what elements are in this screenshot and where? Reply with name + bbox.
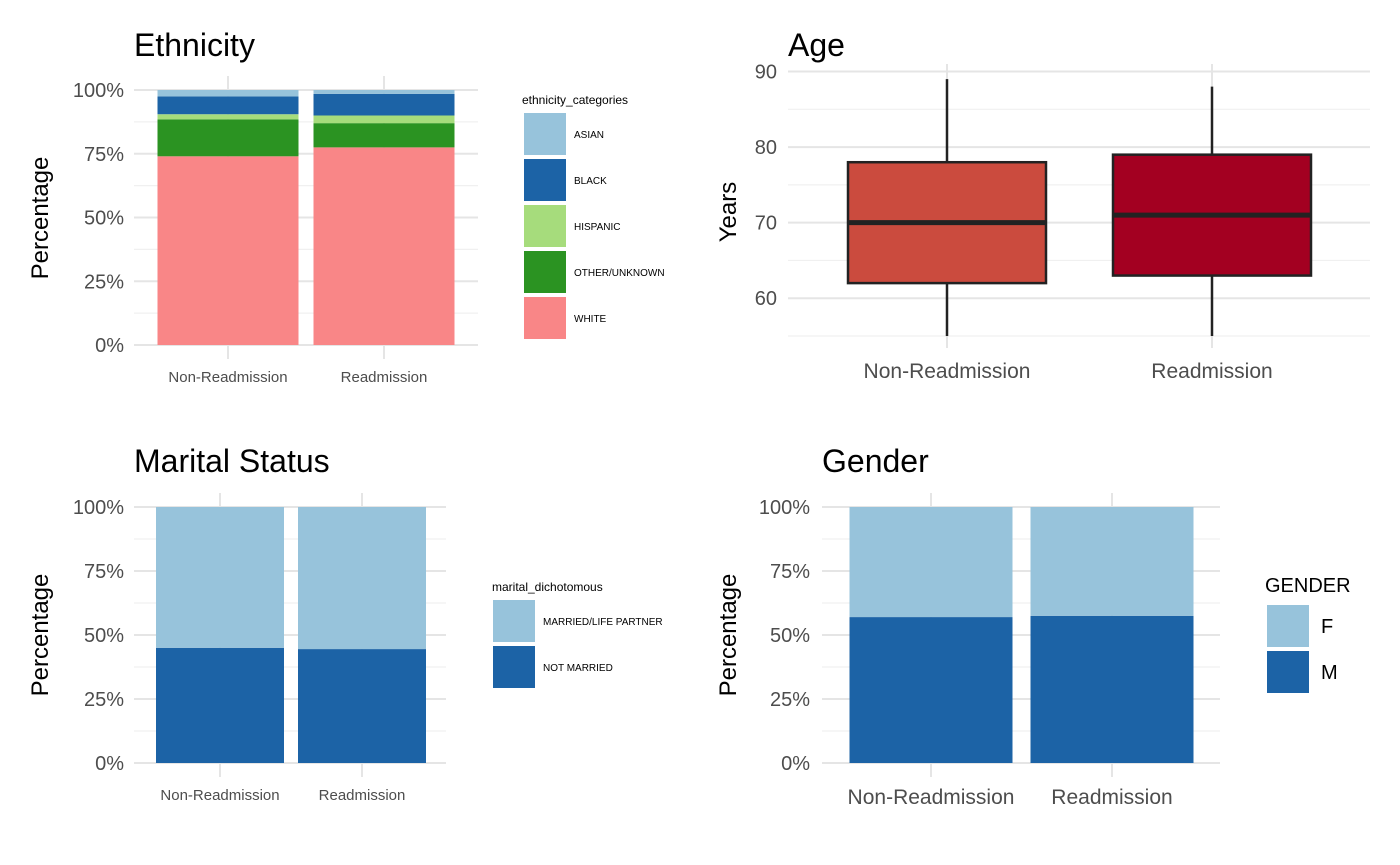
bar-segment-hispanic — [157, 114, 299, 120]
marital-y-axis-label: Percentage — [27, 574, 54, 697]
y-tick-label: 25% — [84, 689, 124, 711]
gender-y-ticks: 0% 25% 50% 75% 100% — [759, 497, 810, 775]
y-tick-label: 25% — [84, 271, 124, 293]
legend-label: WHITE — [574, 314, 607, 325]
x-tick-label: Non-Readmission — [848, 786, 1015, 809]
legend-label: F — [1321, 616, 1333, 638]
bar-segment-m — [849, 617, 1013, 763]
marital-y-ticks: 0% 25% 50% 75% 100% — [73, 497, 124, 775]
ethnicity-title: Ethnicity — [134, 27, 255, 63]
legend-label: ASIAN — [574, 130, 604, 141]
age-y-ticks: 60 70 80 90 — [755, 62, 777, 311]
marital-legend-items: MARRIED/LIFE PARTNER NOT MARRIED — [493, 600, 663, 688]
bar-segment-m — [1030, 615, 1194, 763]
legend-label: NOT MARRIED — [543, 663, 613, 674]
ethnicity-panel: Ethnicity Percentage 0% 25% 50% 75% 100% Non… — [27, 27, 665, 386]
y-tick-label: 75% — [770, 561, 810, 583]
gender-bars — [849, 507, 1194, 763]
marital-title: Marital Status — [134, 443, 330, 479]
bar-segment-f — [849, 507, 1013, 618]
bar-segment-black — [157, 96, 299, 115]
y-tick-label: 90 — [755, 62, 777, 84]
marital-panel: Marital Status Percentage 0% 25% 50% 75% 100… — [27, 443, 663, 804]
ethnicity-x-ticks: Non-Readmission Readmission — [168, 369, 427, 386]
y-tick-label: 75% — [84, 144, 124, 166]
bar-segment-other-unknown — [313, 123, 455, 148]
y-tick-label: 0% — [781, 753, 810, 775]
y-tick-label: 0% — [95, 335, 124, 357]
legend-swatch — [524, 297, 566, 339]
legend-swatch — [524, 159, 566, 201]
gender-legend-title: GENDER — [1265, 575, 1351, 597]
marital-legend-title: marital_dichotomous — [492, 580, 603, 594]
x-tick-label: Readmission — [1151, 360, 1272, 383]
age-boxplots — [846, 79, 1313, 336]
y-tick-label: 100% — [73, 80, 124, 102]
y-tick-label: 100% — [759, 497, 810, 519]
x-tick-label: Non-Readmission — [160, 787, 279, 804]
x-tick-label: Readmission — [319, 787, 406, 804]
bar-segment-married-life-partner — [298, 507, 426, 650]
bar-segment-black — [313, 93, 455, 116]
y-tick-label: 0% — [95, 753, 124, 775]
age-y-axis-label: Years — [715, 182, 742, 243]
legend-label: OTHER/UNKNOWN — [574, 268, 665, 279]
legend-swatch — [493, 646, 535, 688]
legend-swatch — [1267, 651, 1309, 693]
age-panel: Age Years 60 70 80 90 Non-Readmission Readmi… — [715, 27, 1370, 383]
ethnicity-bars — [157, 90, 455, 345]
gender-title: Gender — [822, 443, 929, 479]
bar-segment-not-married — [156, 647, 284, 763]
gender-y-axis-label: Percentage — [715, 574, 742, 697]
y-tick-label: 50% — [770, 625, 810, 647]
y-tick-label: 75% — [84, 561, 124, 583]
legend-label: MARRIED/LIFE PARTNER — [543, 617, 663, 628]
x-tick-label: Non-Readmission — [168, 369, 287, 386]
x-tick-label: Readmission — [341, 369, 428, 386]
legend-label: BLACK — [574, 176, 607, 187]
legend-swatch — [1267, 605, 1309, 647]
legend-swatch — [493, 600, 535, 642]
gender-panel: Gender Percentage 0% 25% 50% 75% 100% Non-Re… — [715, 443, 1351, 809]
ethnicity-y-axis-label: Percentage — [27, 157, 54, 280]
y-tick-label: 25% — [770, 689, 810, 711]
gender-legend-items: FM — [1267, 605, 1338, 693]
bar-segment-not-married — [298, 649, 426, 763]
marital-x-ticks: Non-Readmission Readmission — [160, 787, 405, 804]
legend-swatch — [524, 205, 566, 247]
y-tick-label: 100% — [73, 497, 124, 519]
y-tick-label: 50% — [84, 208, 124, 230]
y-tick-label: 70 — [755, 213, 777, 235]
marital-bars — [156, 507, 426, 763]
bar-segment-white — [157, 156, 299, 345]
x-tick-label: Readmission — [1051, 786, 1172, 809]
bar-segment-hispanic — [313, 115, 455, 124]
ethnicity-y-ticks: 0% 25% 50% 75% 100% — [73, 80, 124, 357]
y-tick-label: 60 — [755, 288, 777, 310]
age-x-ticks: Non-Readmission Readmission — [864, 360, 1273, 383]
age-title: Age — [788, 27, 845, 63]
gender-x-ticks: Non-Readmission Readmission — [848, 786, 1173, 809]
legend-label: HISPANIC — [574, 222, 621, 233]
marital-legend: marital_dichotomous MARRIED/LIFE PARTNER… — [492, 580, 663, 688]
legend-swatch — [524, 251, 566, 293]
ethnicity-legend: ethnicity_categories ASIAN BLACK HISPANIC O… — [522, 93, 665, 339]
legend-label: M — [1321, 662, 1338, 684]
legend-swatch — [524, 113, 566, 155]
bar-segment-married-life-partner — [156, 507, 284, 648]
bar-segment-asian — [157, 90, 299, 97]
x-tick-label: Non-Readmission — [864, 360, 1031, 383]
ethnicity-legend-items: ASIAN BLACK HISPANIC OTHER/UNKNOWN WHITE — [524, 113, 665, 339]
bar-segment-asian — [313, 90, 455, 94]
bar-segment-f — [1030, 507, 1194, 616]
bar-segment-white — [313, 147, 455, 345]
gender-legend: GENDER FM — [1265, 575, 1351, 693]
y-tick-label: 80 — [755, 137, 777, 159]
ethnicity-legend-title: ethnicity_categories — [522, 93, 628, 107]
y-tick-label: 50% — [84, 625, 124, 647]
bar-segment-other-unknown — [157, 119, 299, 157]
